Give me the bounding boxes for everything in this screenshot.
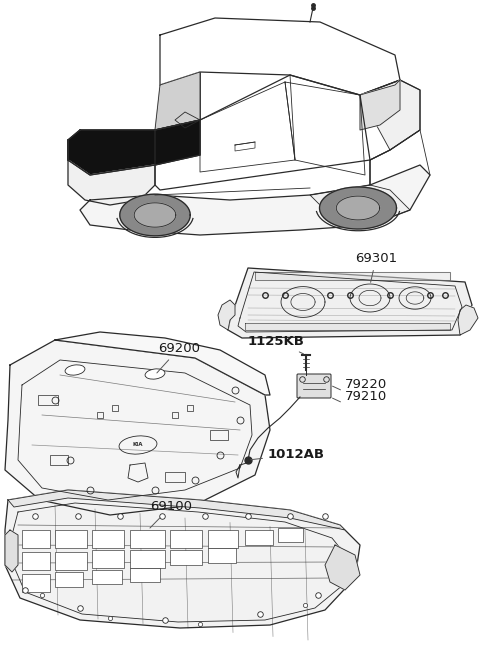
Bar [130,550,165,568]
Bar [170,550,202,565]
Polygon shape [458,305,478,335]
Polygon shape [228,268,472,338]
Bar [170,530,202,548]
Bar [50,455,68,465]
Polygon shape [310,80,420,225]
Bar [92,570,122,584]
Text: 79220: 79220 [345,378,387,391]
Bar [130,530,165,548]
Text: 79210: 79210 [345,390,387,403]
Bar [208,530,238,548]
Polygon shape [5,490,360,628]
Polygon shape [320,187,396,229]
Text: 1125KB: 1125KB [248,335,305,354]
Bar [165,472,185,482]
Polygon shape [134,203,176,227]
Text: 69100: 69100 [150,500,192,528]
Polygon shape [155,75,420,190]
Polygon shape [255,272,450,280]
Bar [38,395,58,405]
Polygon shape [245,323,450,330]
Bar [92,530,124,548]
Polygon shape [8,490,345,530]
Text: 1012AB: 1012AB [251,448,325,461]
Bar [245,530,273,545]
Text: KIA: KIA [133,443,143,447]
Polygon shape [5,530,18,572]
Polygon shape [360,80,400,130]
Polygon shape [5,340,270,515]
Bar [22,552,50,570]
Text: 69200: 69200 [157,342,200,373]
Polygon shape [325,545,360,590]
Bar [55,530,87,548]
Polygon shape [218,300,235,330]
Polygon shape [155,72,200,130]
FancyBboxPatch shape [297,374,331,398]
Bar [210,430,228,440]
Bar [22,530,50,548]
Polygon shape [55,332,270,395]
Bar [278,528,303,542]
Bar [55,552,87,570]
Polygon shape [68,140,155,205]
Bar [22,574,50,592]
Ellipse shape [145,369,165,379]
Bar [130,568,160,582]
Ellipse shape [65,365,85,375]
Polygon shape [120,194,190,236]
Bar [92,550,124,568]
Polygon shape [336,196,380,220]
Bar [55,572,83,587]
Bar [208,548,236,563]
Polygon shape [80,165,430,235]
Text: 69301: 69301 [355,252,397,282]
Polygon shape [160,18,400,95]
Polygon shape [68,120,200,175]
